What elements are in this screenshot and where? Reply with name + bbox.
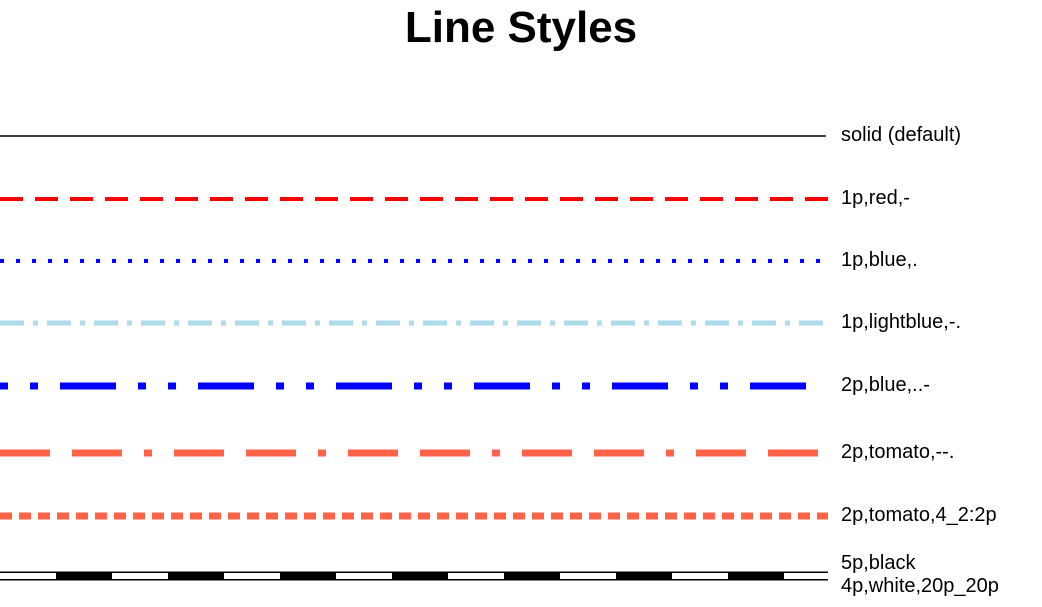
line-style-label-blue-dotdotdash: 2p,blue,..- <box>841 374 930 396</box>
line-style-label-solid-default: solid (default) <box>841 124 962 146</box>
line-style-label-tomato-dashdashdot: 2p,tomato,--. <box>841 441 955 463</box>
chart-title: Line Styles <box>404 3 638 52</box>
line-style-label-tomato-custom-dash: 2p,tomato,4_2:2p <box>841 504 997 526</box>
line-style-label-black-white-overlay: 5p,black 4p,white,20p_20p <box>841 552 999 598</box>
line-style-label-lightblue-dashdot: 1p,lightblue,-. <box>841 311 962 333</box>
line-style-label-black-line1: 5p,black <box>841 552 916 574</box>
line-style-label-red-dashed: 1p,red,- <box>841 187 910 209</box>
line-style-label-white-line2: 4p,white,20p_20p <box>841 575 999 597</box>
line-style-label-blue-dotted: 1p,blue,. <box>841 249 918 271</box>
